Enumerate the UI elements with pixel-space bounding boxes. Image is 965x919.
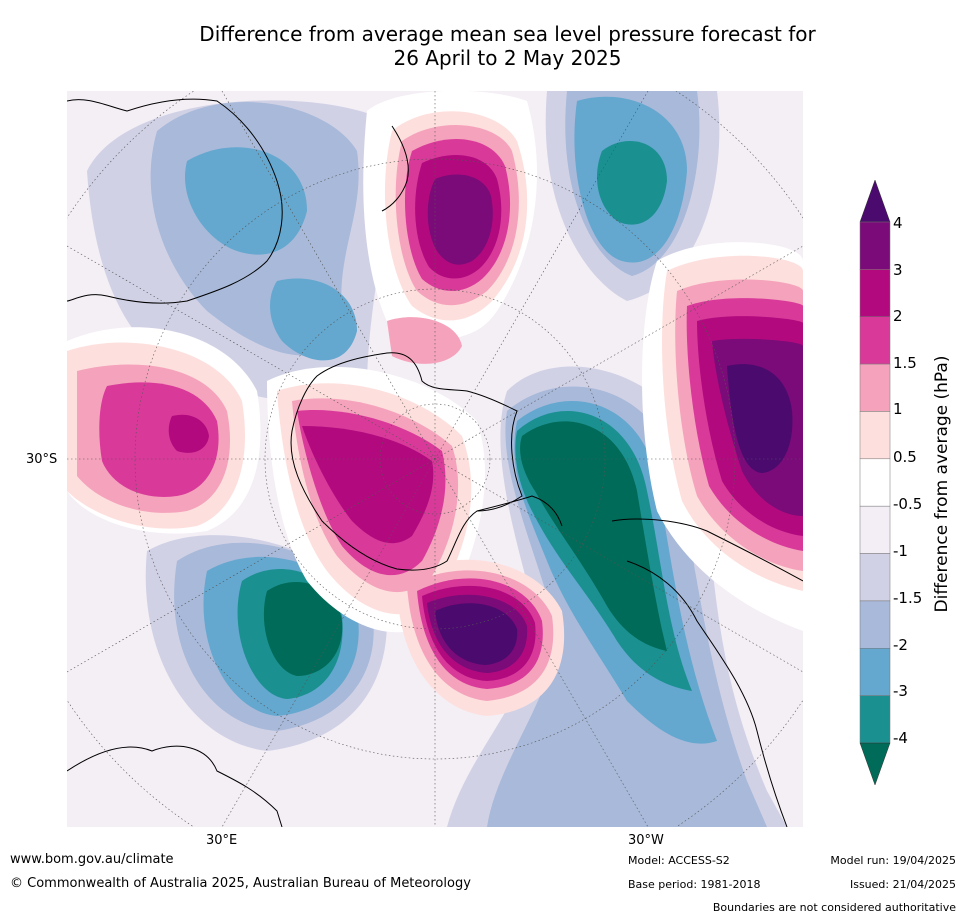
colorbar-tick-label: -3	[893, 682, 908, 700]
latitude-label-30s: 30°S	[26, 452, 58, 467]
colorbar-tick-label: 3	[893, 261, 903, 279]
colorbar-tick-label: 0.5	[893, 448, 917, 466]
map-title-line-2: 26 April to 2 May 2025	[393, 46, 622, 70]
colorbar-swatch	[859, 695, 891, 744]
colorbar-tick-label: -4	[893, 729, 908, 747]
colorbar-tick-label: -1	[893, 542, 908, 560]
colorbar-swatch	[859, 505, 891, 554]
colorbar-tick-label: -0.5	[893, 495, 923, 513]
colorbar-swatch	[859, 269, 891, 317]
footer-disclaimer: Boundaries are not considered authoritat…	[712, 901, 956, 914]
antarctic-peninsula	[476, 495, 563, 527]
longitude-label-30e: 30°E	[206, 833, 238, 848]
colorbar-swatch	[859, 600, 891, 649]
colorbar-swatch	[859, 458, 891, 507]
anomaly-map	[67, 91, 803, 827]
footer-url[interactable]: www.bom.gov.au/climate	[10, 852, 174, 867]
colorbar-title: Difference from average (hPa)	[932, 355, 952, 613]
footer-issued: Issued: 21/04/2025	[849, 878, 956, 891]
africa-coastline	[67, 745, 283, 827]
footer-model: Model: ACCESS-S2	[628, 854, 730, 867]
footer-base-period: Base period: 1981-2018	[628, 878, 761, 891]
colorbar-swatch	[859, 648, 891, 696]
colorbar-tick-label: 1	[893, 400, 903, 418]
colorbar	[859, 180, 891, 785]
colorbar-swatch	[859, 553, 891, 602]
antarctica-coastline	[290, 352, 523, 571]
colorbar-swatch	[859, 411, 891, 460]
colorbar-tick-label: -2	[893, 636, 908, 654]
colorbar-swatch	[859, 316, 891, 365]
colorbar-tick-label: 4	[893, 214, 903, 232]
colorbar-extend-top	[859, 180, 891, 223]
longitude-label-30w: 30°W	[628, 833, 664, 848]
footer-copyright: © Commonwealth of Australia 2025, Austra…	[10, 876, 471, 891]
map-title-line-1: Difference from average mean sea level p…	[199, 22, 816, 46]
colorbar-tick-label: 2	[893, 307, 903, 325]
colorbar-extend-bottom	[859, 742, 891, 785]
colorbar-swatch	[859, 363, 891, 412]
footer-model-run: Model run: 19/04/2025	[830, 854, 956, 867]
colorbar-tick-label: -1.5	[893, 589, 923, 607]
positive-band-6	[435, 364, 793, 665]
new-zealand-coastline	[381, 125, 409, 212]
australia-coastline	[67, 98, 283, 304]
colorbar-swatch	[859, 221, 891, 270]
south-america-coastline	[611, 518, 803, 827]
colorbar-tick-label: 1.5	[893, 354, 917, 372]
graticule	[67, 91, 803, 827]
